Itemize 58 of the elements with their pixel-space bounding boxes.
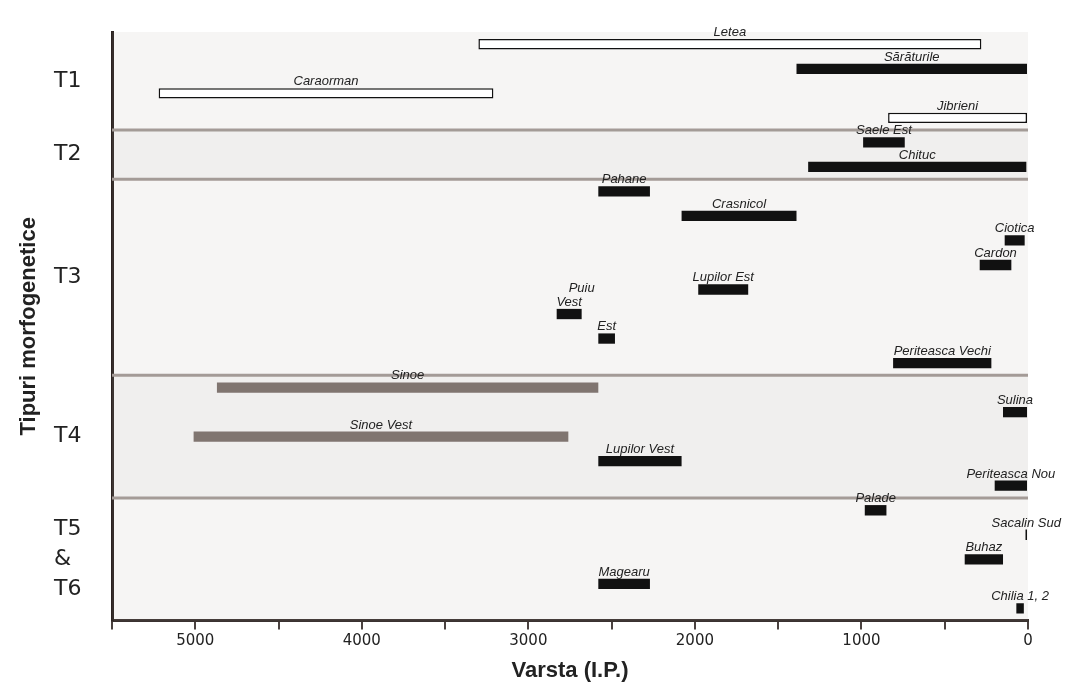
- x-tick-label: 5000: [176, 631, 215, 650]
- y-tick-label: Vest: [556, 293, 584, 309]
- bar: [808, 161, 1027, 173]
- y-tick-label: Saele Est: [856, 122, 914, 138]
- x-tick-label: 4000: [342, 631, 381, 650]
- x-tick-label: 0: [1023, 631, 1033, 650]
- x-tick-label: 3000: [509, 631, 548, 650]
- bar: [193, 431, 569, 442]
- y-tick-label: Lupilor Vest: [605, 441, 676, 457]
- y-tick-label: Sinoe: [390, 367, 425, 383]
- bar: [598, 578, 650, 589]
- bar: [598, 456, 682, 467]
- bar: [1004, 235, 1025, 246]
- y-tick-label: Sinoe Vest: [349, 416, 414, 432]
- band-label: T4: [53, 422, 82, 448]
- y-tick-label: Palade: [855, 490, 896, 506]
- y-tick-label: Cardon: [974, 244, 1017, 260]
- annotation: Puiu: [568, 280, 595, 296]
- y-tick-label: Jibrieni: [935, 97, 980, 113]
- y-tick-label: Pahane: [601, 171, 647, 187]
- x-tick-label: 2000: [675, 631, 714, 650]
- bar: [598, 333, 615, 344]
- bar: [863, 137, 905, 148]
- band-label: T2: [53, 140, 82, 166]
- bar: [1016, 603, 1024, 614]
- y-tick-label: Letea: [713, 24, 747, 40]
- band-label: T3: [53, 262, 82, 288]
- bar: [681, 210, 797, 222]
- bar: [979, 259, 1012, 271]
- bar: [796, 63, 1027, 74]
- y-tick-label: Ciotica: [994, 220, 1035, 236]
- band-label: T5 & T6: [53, 515, 82, 601]
- band-label: T1: [53, 66, 82, 92]
- y-tick-label: Chituc: [898, 146, 937, 162]
- y-tick-label: Lupilor Est: [692, 269, 756, 285]
- bar: [864, 505, 887, 516]
- x-tick-label: 1000: [842, 631, 881, 650]
- y-tick-label: Est: [597, 318, 618, 334]
- y-tick-label: Sărăturile: [883, 48, 940, 64]
- bar: [893, 357, 992, 369]
- y-tick-label: Periteasca Nou: [966, 465, 1056, 481]
- bar: [598, 186, 650, 197]
- y-tick-label: Sulina: [996, 391, 1034, 407]
- y-tick-label: Buhaz: [965, 539, 1003, 555]
- y-tick-label: Sacalin Sud: [991, 514, 1062, 530]
- bar: [216, 382, 599, 393]
- bar: [994, 480, 1027, 491]
- bar: [964, 554, 1004, 565]
- y-tick-label: Chilia 1, 2: [991, 588, 1050, 604]
- x-axis-title: Varsta (I.P.): [511, 656, 629, 682]
- bar: [698, 284, 749, 295]
- y-axis-title: Tipuri morfogenetice: [15, 217, 41, 436]
- y-tick-label: Caraorman: [293, 73, 359, 89]
- bar: [1003, 406, 1027, 418]
- bar: [556, 308, 582, 320]
- y-tick-label: Periteasca Vechi: [893, 342, 992, 358]
- y-tick-label: Magearu: [598, 563, 650, 579]
- y-tick-label: Crasnicol: [711, 195, 768, 211]
